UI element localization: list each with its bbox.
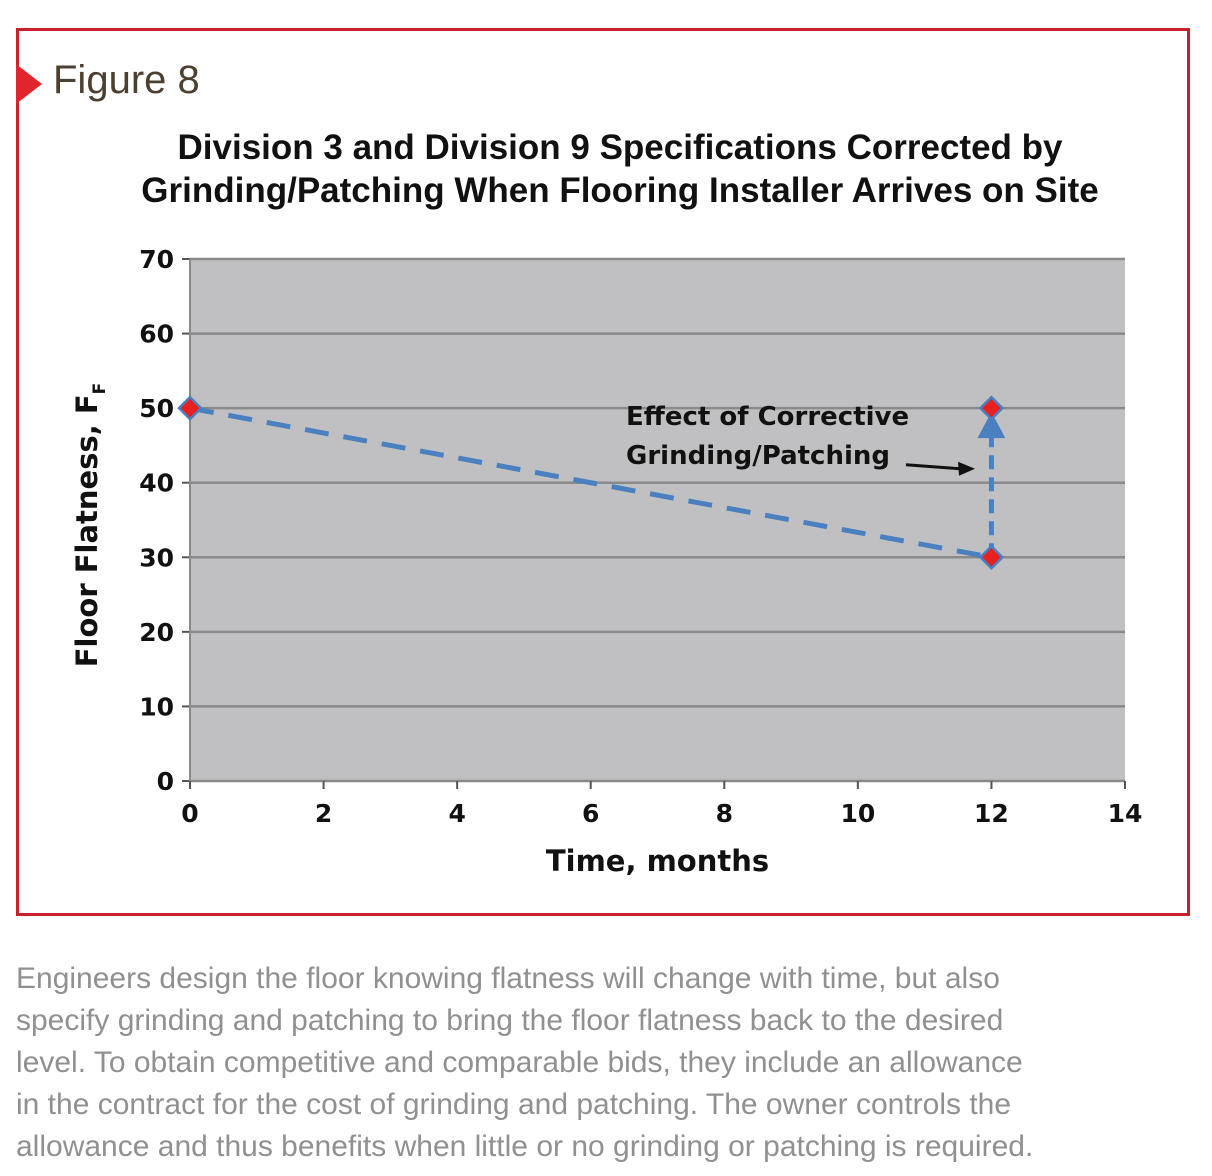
x-tick-label: 6 — [582, 799, 599, 828]
y-tick-label: 50 — [139, 394, 174, 423]
x-tick-label: 12 — [974, 799, 1009, 828]
chart-title-line-1: Division 3 and Division 9 Specifications… — [177, 128, 1063, 167]
x-axis-title: Time, months — [546, 844, 769, 878]
x-tick-label: 10 — [840, 799, 875, 828]
annotation-pointer-head — [958, 461, 975, 476]
plot-background — [190, 259, 1125, 781]
y-tick-label: 10 — [139, 692, 174, 721]
figure-caption: Engineers design the floor knowing flatn… — [16, 958, 1192, 1168]
plot-area: 0 10 20 30 40 50 60 70 0 2 4 6 8 10 12 14 Time, months Fl… — [70, 245, 1142, 878]
caption-line-5: allowance and thus benefits when little … — [16, 1130, 1034, 1163]
data-point-marker — [177, 395, 203, 421]
y-tick-label: 60 — [139, 320, 174, 349]
y-axis-title: Floor Flatness, FF — [70, 383, 110, 668]
figure-marker-triangle — [16, 64, 42, 104]
chart-title-line-2: Grinding/Patching When Flooring Installe… — [141, 171, 1099, 210]
y-tick-label: 40 — [139, 469, 174, 498]
series-decline-line — [189, 405, 992, 560]
caption-line-4: in the contract for the cost of grinding… — [16, 1088, 1012, 1121]
annotation-text-line: Effect of Corrective — [626, 402, 909, 432]
caption-line-2: specify grinding and patching to bring t… — [16, 1004, 1004, 1037]
y-tick-label: 0 — [157, 767, 174, 796]
caption-line-3: level. To obtain competitive and compara… — [16, 1046, 1023, 1079]
y-tick-label: 20 — [139, 618, 174, 647]
data-point-marker — [978, 544, 1005, 571]
data-point-marker — [978, 395, 1005, 421]
x-tick-label: 4 — [448, 799, 465, 828]
caption-line-1: Engineers design the floor knowing flatn… — [16, 962, 1000, 995]
correction-arrowhead — [977, 412, 1006, 439]
y-axis-title-subscript: F — [90, 383, 110, 395]
chart-svg: 0 10 20 30 40 50 60 70 0 2 4 6 8 10 12 14 Time, months Fl… — [70, 245, 1142, 878]
x-tick-label: 2 — [315, 799, 332, 828]
figure-label: Figure 8 — [53, 58, 200, 102]
annotation-pointer-line — [905, 463, 961, 471]
x-tick-label: 0 — [181, 799, 198, 828]
chart-title: Division 3 and Division 9 Specifications… — [80, 126, 1160, 212]
y-tick-label: 30 — [139, 543, 174, 572]
y-tick-label: 70 — [139, 245, 174, 274]
x-tick-label: 14 — [1108, 799, 1143, 828]
annotation-text-line: Grinding/Patching — [626, 441, 890, 471]
x-tick-label: 8 — [716, 799, 733, 828]
